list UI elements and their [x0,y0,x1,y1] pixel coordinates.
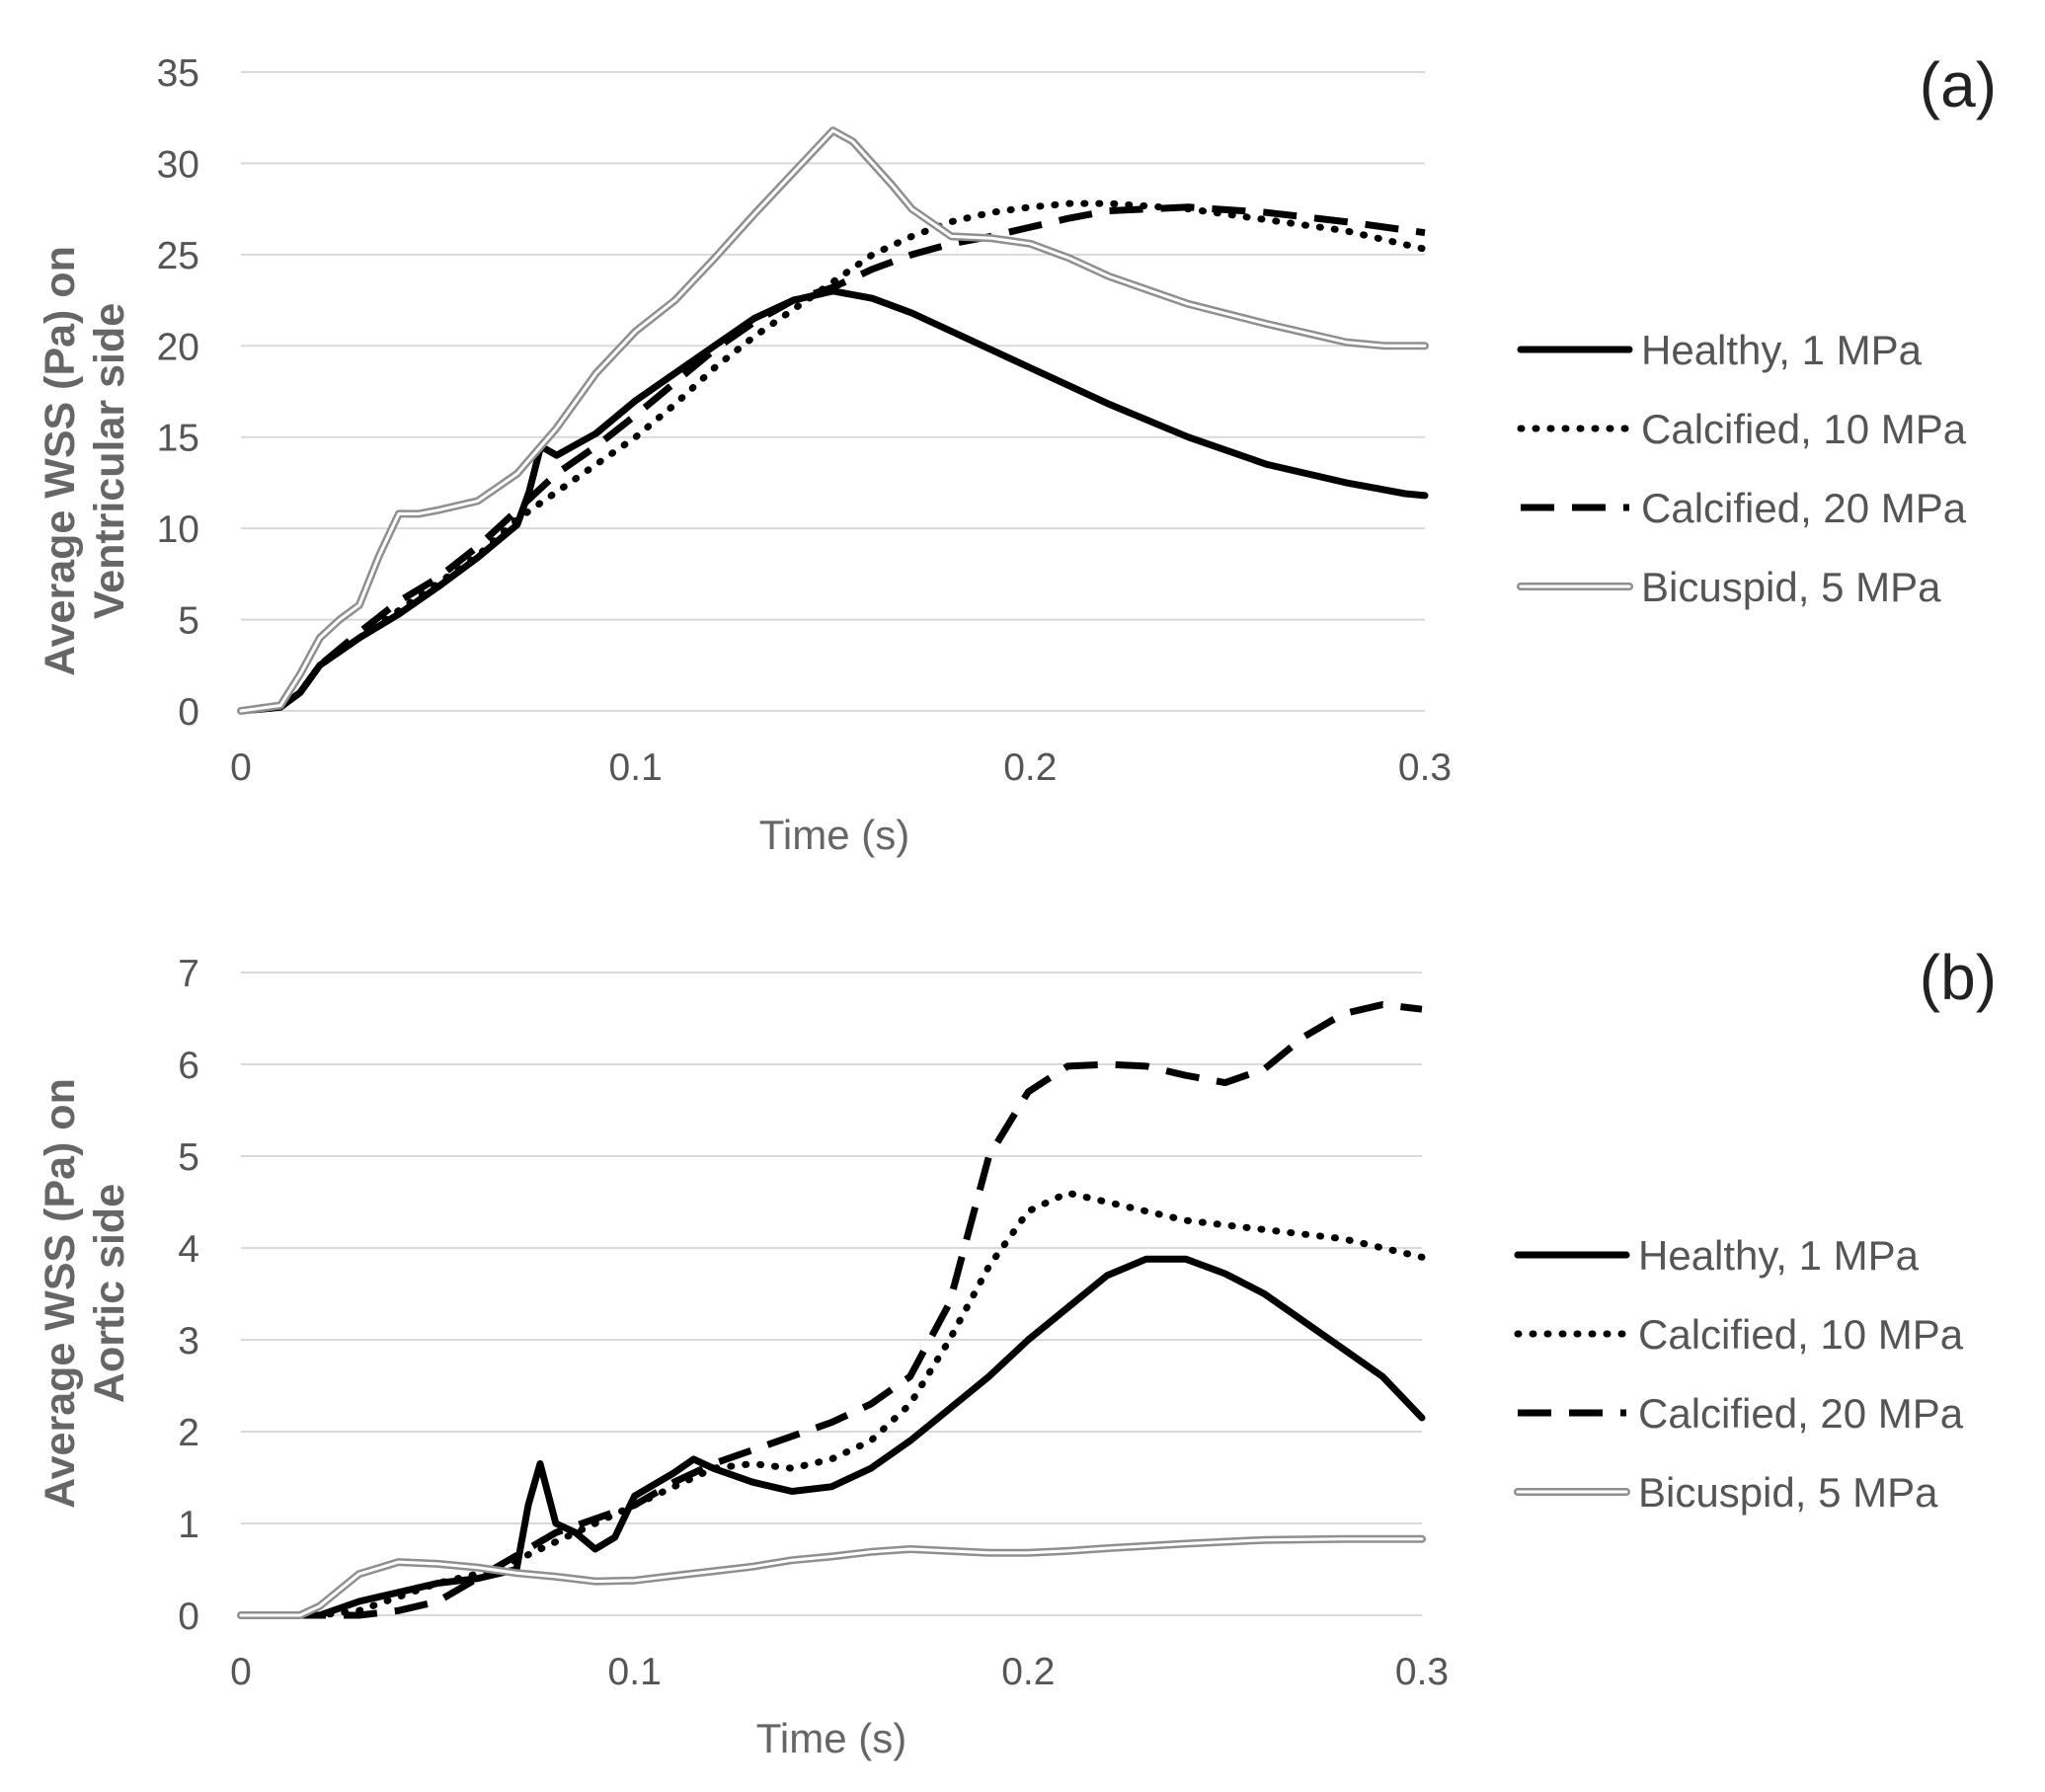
grid-a [241,71,1425,712]
y-tick-label-a-0: 0 [178,691,199,734]
y-tick-label-a-3: 15 [157,418,199,460]
x-tick-label-a-2: 0.2 [1003,746,1057,789]
y-tick-label-a-7: 35 [157,52,199,95]
y-tick-label-b-6: 6 [178,1045,199,1087]
legend-label-a-healthy-1-mpa: Healthy, 1 MPa [1641,327,1923,373]
x-tick-label-b-2: 0.2 [1001,1651,1055,1693]
y-axis-title-line1-a: Average WSS (Pa) on [37,246,84,676]
series-a [237,126,1429,715]
legend-label-a-bicuspid-5-mpa: Bicuspid, 5 MPa [1641,564,1941,610]
series-line-a-healthy-1-mpa [237,287,1429,715]
legend-label-b-calcified-10-mpa: Calcified, 10 MPa [1638,1311,1964,1358]
legend-label-b-calcified-20-mpa: Calcified, 20 MPa [1638,1390,1964,1437]
series-b [237,1001,1426,1619]
series-line-b-bicuspid-5-mpa-inner [239,1537,1424,1617]
y-axis-title-line2-a: Ventricular side [86,303,133,619]
x-axis-title-b: Time (s) [756,1715,906,1761]
legend-label-a-calcified-20-mpa: Calcified, 20 MPa [1641,485,1967,531]
y-tick-label-b-5: 5 [178,1136,199,1179]
y-tick-label-a-4: 20 [157,326,199,368]
x-tick-label-a-1: 0.1 [609,746,663,789]
grid-b [241,972,1422,1616]
y-tick-label-b-2: 2 [178,1412,199,1454]
legend-label-a-calcified-10-mpa: Calcified, 10 MPa [1641,406,1967,452]
panel-label-b: (b) [1920,942,1997,1013]
y-axis-title-a: Average WSS (Pa) on Ventricular side [37,246,133,676]
legend-label-b-healthy-1-mpa: Healthy, 1 MPa [1638,1232,1920,1279]
y-axis-title-line1-b: Average WSS (Pa) on [37,1078,84,1509]
panel-label-a: (a) [1920,49,1997,120]
y-tick-label-a-5: 25 [157,235,199,277]
y-tick-label-a-1: 5 [178,600,199,643]
x-axis-title-a: Time (s) [759,812,909,858]
y-tick-labels-b: 0 1 2 3 4 5 6 7 [178,953,199,1638]
legend-label-b-bicuspid-5-mpa: Bicuspid, 5 MPa [1638,1469,1938,1516]
x-tick-label-a-0: 0 [230,746,252,789]
y-axis-title-b: Average WSS (Pa) on Aortic side [37,1078,133,1509]
y-tick-label-b-3: 3 [178,1320,199,1363]
y-axis-title-line2-b: Aortic side [86,1184,133,1403]
series-line-a-bicuspid-5-mpa-inner [239,128,1427,713]
series-line-a-calcified-20-mpa [240,203,1426,715]
x-tick-labels-a: 0 0.1 0.2 0.3 [230,746,1452,789]
y-tick-label-a-2: 10 [157,508,199,551]
x-tick-label-b-0: 0 [230,1651,252,1693]
x-tick-label-b-3: 0.3 [1395,1651,1449,1693]
x-tick-label-a-3: 0.3 [1398,746,1452,789]
y-tick-label-b-4: 4 [178,1228,199,1271]
y-tick-label-b-7: 7 [178,953,199,995]
y-tick-label-b-1: 1 [178,1504,199,1546]
y-tick-label-b-0: 0 [178,1596,199,1638]
chart-panel-b: (b) 0 1 2 3 4 5 6 7 0 0.1 0.2 0.3 Time (s) Average… [37,942,1997,1761]
x-tick-labels-b: 0 0.1 0.2 0.3 [230,1651,1449,1693]
legend-a: Healthy, 1 MPa Calcified, 10 MPa Calcified… [1517,327,1967,610]
chart-panel-a: (a) 0 5 10 15 20 25 30 35 0 0.1 0.2 0.3 Time (s) A… [37,49,1997,858]
series-line-b-calcified-20-mpa [241,1001,1423,1619]
series-line-b-calcified-10-mpa [237,1189,1426,1619]
y-tick-labels-a: 0 5 10 15 20 25 30 35 [157,52,199,734]
y-tick-label-a-6: 30 [157,143,199,186]
x-tick-label-b-1: 0.1 [608,1651,662,1693]
legend-b: Healthy, 1 MPa Calcified, 10 MPa Calcified… [1514,1232,1964,1516]
